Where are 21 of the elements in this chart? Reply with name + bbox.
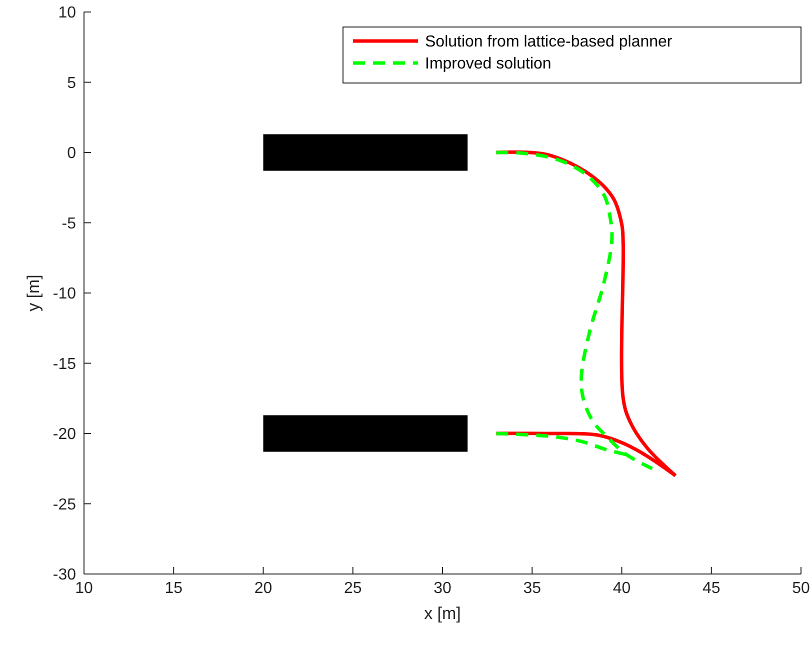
x-tick-label: 40 [612,580,631,597]
x-tick-label: 25 [344,580,362,597]
y-tick-label: -15 [52,356,76,373]
x-axis-title: x [m] [424,604,461,623]
x-tick-label: 45 [702,580,720,597]
y-tick-label: -25 [52,496,76,514]
legend-label: Improved solution [425,56,552,73]
y-tick-label: 10 [58,4,76,22]
x-tick-label: 30 [434,580,452,597]
y-tick-label: 0 [67,145,76,162]
x-tick-label: 20 [254,580,272,597]
x-tick-label: 50 [792,580,810,597]
y-tick-label: -30 [52,566,76,584]
x-tick-label: 15 [164,580,183,597]
x-tick-label: 35 [523,580,542,597]
y-tick-label: -10 [52,286,76,303]
y-tick-label: 5 [67,74,76,92]
y-tick-label: -20 [52,426,76,444]
y-axis-title: y [m] [24,274,43,312]
y-tick-label: -5 [62,215,76,232]
legend-label: Solution from lattice-based planner [425,34,673,51]
